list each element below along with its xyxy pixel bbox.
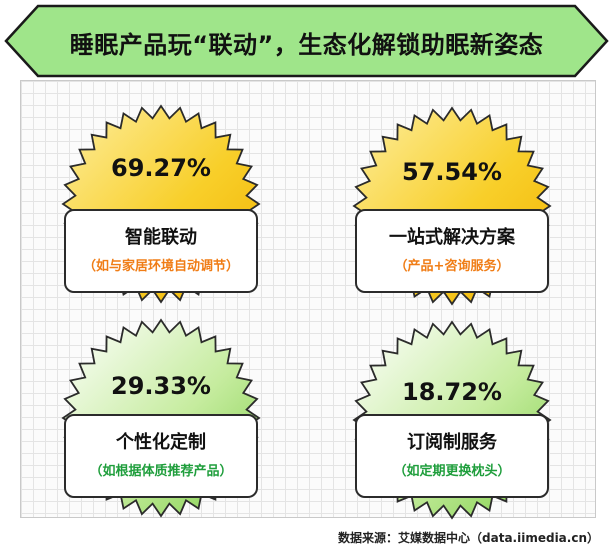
card-title: 一站式解决方案 (389, 227, 515, 248)
card-subscription-service: 订阅制服务 （如定期更换枕头） (355, 414, 549, 498)
card-title: 订阅制服务 (407, 432, 497, 453)
page-title: 睡眠产品玩“联动”，生态化解锁助眠新姿态 (69, 31, 544, 59)
card-personalized-custom: 个性化定制 （如根据体质推荐产品） (64, 414, 258, 498)
card-smart-linkage: 智能联动 （如与家居环境自动调节） (64, 209, 258, 293)
value-label-subscription-service: 18.72% (402, 378, 502, 406)
data-source-note: 数据来源：艾媒数据中心（data.iimedia.cn） (338, 531, 599, 545)
card-title: 个性化定制 (116, 432, 206, 453)
card-subtitle: （产品+咨询服务） (394, 259, 510, 274)
title-banner (4, 4, 609, 78)
card-title: 智能联动 (125, 227, 197, 248)
value-label-smart-linkage: 69.27% (111, 154, 211, 182)
value-label-one-stop-solution: 57.54% (402, 158, 502, 186)
card-subtitle: （如定期更换枕头） (393, 464, 511, 479)
card-subtitle: （如与家居环境自动调节） (82, 259, 239, 274)
card-subtitle: （如根据体质推荐产品） (89, 464, 233, 479)
card-one-stop-solution: 一站式解决方案 （产品+咨询服务） (355, 209, 549, 293)
value-label-personalized-custom: 29.33% (111, 372, 211, 400)
